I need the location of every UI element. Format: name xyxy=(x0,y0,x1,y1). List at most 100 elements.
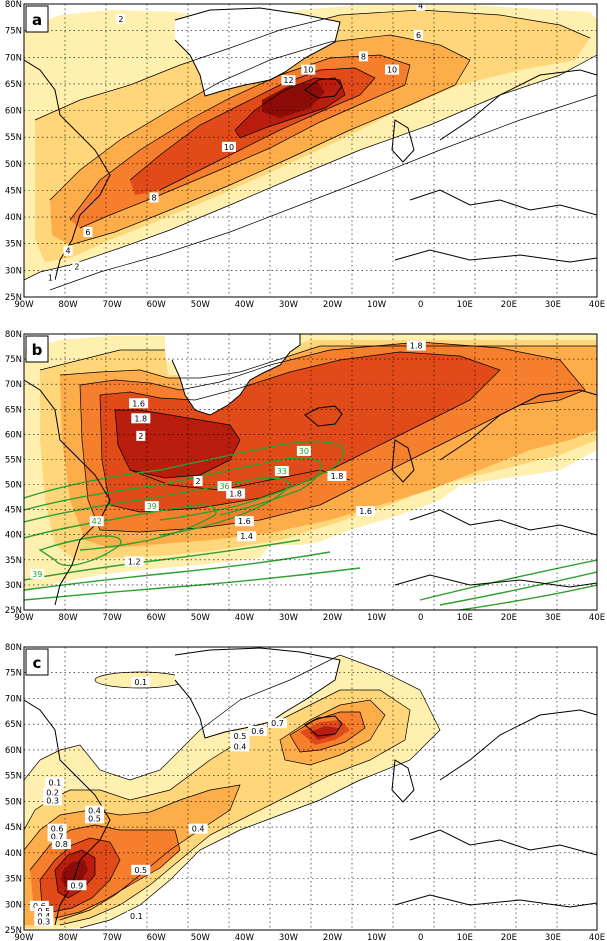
lat-tick-label: 80N xyxy=(5,330,22,340)
contour-label: 0.5 xyxy=(131,864,151,875)
panel-c-gridlines xyxy=(24,647,597,930)
lat-tick-label: 70N xyxy=(5,694,22,704)
svg-text:4: 4 xyxy=(66,247,71,256)
lon-tick-label: 0 xyxy=(418,933,423,941)
contour-label: 1.8 xyxy=(327,471,347,482)
svg-text:6: 6 xyxy=(85,228,90,237)
svg-text:36: 36 xyxy=(219,482,229,491)
svg-text:0.1: 0.1 xyxy=(134,678,147,687)
panel-b-label: b xyxy=(32,341,43,359)
contour-label: 0.6 xyxy=(248,725,268,736)
svg-text:0.5: 0.5 xyxy=(234,732,247,741)
svg-text:39: 39 xyxy=(32,570,42,579)
contour-label: 0.5 xyxy=(85,813,105,824)
lat-tick-label: 65N xyxy=(5,405,22,415)
contour-label: 10 xyxy=(385,64,400,75)
lat-tick-label: 25N xyxy=(5,926,22,936)
lon-tick-label: 90W xyxy=(14,613,34,623)
lat-tick-label: 30N xyxy=(5,581,22,591)
contour-label: 0.5 xyxy=(230,731,250,742)
contour-label: 10 xyxy=(221,141,236,152)
contour-label: 4 xyxy=(416,2,426,11)
contour-label: 36 xyxy=(217,481,232,492)
contour-label: 0.7 xyxy=(267,718,287,729)
contour-label: 0.7 xyxy=(47,831,67,842)
svg-text:2: 2 xyxy=(196,477,201,486)
lon-tick-label: 50W xyxy=(191,933,211,941)
lon-tick-label: 90W xyxy=(14,933,34,941)
lat-tick-label: 45N xyxy=(5,506,22,516)
contour-label: 30 xyxy=(296,445,311,456)
svg-text:33: 33 xyxy=(277,467,287,476)
svg-text:8: 8 xyxy=(361,52,366,61)
panel-b-contour-labels: 1.8 1.6 1.8 2 2 1.8 1.8 1.6 1.4 1.2 1.6 30 33 36 39 42 3… xyxy=(30,340,426,579)
contour-label: 2 xyxy=(72,261,82,272)
panel-c-frame xyxy=(23,646,598,931)
contour-label: 10 xyxy=(301,64,316,75)
panel-a-level-7 xyxy=(262,82,325,118)
contour-label: 8 xyxy=(358,51,368,62)
lat-tick-label: 35N xyxy=(5,240,22,250)
lon-tick-label: 80W xyxy=(58,300,78,310)
panel-b-gridlines xyxy=(24,334,597,610)
panel-b-frame xyxy=(23,333,598,611)
contour-label: 39 xyxy=(30,568,45,579)
svg-text:1.2: 1.2 xyxy=(128,557,141,566)
lat-tick-label: 70N xyxy=(5,380,22,390)
panel-b-coastlines xyxy=(24,334,597,606)
lat-tick-label: 65N xyxy=(5,720,22,730)
svg-text:1.8: 1.8 xyxy=(134,414,147,423)
lon-tick-label: 70W xyxy=(103,613,123,623)
panel-a-contour-lines xyxy=(24,9,597,291)
lat-tick-label: 55N xyxy=(5,455,22,465)
lat-tick-label: 50N xyxy=(5,481,22,491)
svg-text:4: 4 xyxy=(418,2,423,11)
contour-label: 0.3 xyxy=(43,795,63,806)
lat-tick-label: 50N xyxy=(5,797,22,807)
panel-c-contour-lines xyxy=(24,654,441,929)
lat-tick-label: 75N xyxy=(5,27,22,37)
svg-text:30: 30 xyxy=(299,447,309,456)
lon-tick-label: 20E xyxy=(501,933,517,941)
lat-tick-label: 35N xyxy=(5,875,22,885)
svg-text:39: 39 xyxy=(147,502,157,511)
contour-label: 1.6 xyxy=(129,398,149,409)
contour-label: 42 xyxy=(89,516,104,527)
lon-tick-label: 30W xyxy=(279,300,299,310)
svg-text:1.8: 1.8 xyxy=(410,342,423,351)
lon-tick-label: 40E xyxy=(589,300,605,310)
panel-c-label-box xyxy=(25,648,49,676)
svg-text:1.6: 1.6 xyxy=(359,507,372,516)
contour-label: 0.3 xyxy=(34,916,54,927)
lon-tick-label: 10W xyxy=(367,300,387,310)
svg-text:0.8: 0.8 xyxy=(55,840,68,849)
panel-c: 0.10.70.60.50.40.10.20.30.40.50.60.70.80… xyxy=(5,643,605,941)
svg-text:1.8: 1.8 xyxy=(331,472,344,481)
svg-text:0.4: 0.4 xyxy=(192,825,205,834)
panel-b-level-6 xyxy=(115,410,240,478)
lat-tick-label: 75N xyxy=(5,355,22,365)
panel-b-mask-greenland xyxy=(170,334,300,415)
svg-text:12: 12 xyxy=(283,76,293,85)
panel-a-label: a xyxy=(32,11,42,29)
contour-label: 1.6 xyxy=(234,516,254,527)
contour-label: 0.2 xyxy=(43,787,63,798)
lon-tick-label: 10W xyxy=(367,613,387,623)
lon-tick-label: 20W xyxy=(323,613,343,623)
panel-c-axis-ticks: 90W 80W 70W 60W 50W 40W 30W 20W 10W 0 10E 20E 30E 40E… xyxy=(5,643,605,941)
svg-text:0.5: 0.5 xyxy=(134,866,147,875)
svg-text:0.4: 0.4 xyxy=(234,742,247,751)
svg-text:1.4: 1.4 xyxy=(240,532,253,541)
svg-text:0.2: 0.2 xyxy=(46,789,59,798)
lat-tick-label: 35N xyxy=(5,556,22,566)
svg-text:0.9: 0.9 xyxy=(71,881,84,890)
svg-text:2: 2 xyxy=(138,432,143,441)
svg-text:2: 2 xyxy=(74,263,79,272)
panel-b-fields: 1.8 1.6 1.8 2 2 1.8 1.8 1.6 1.4 1.2 1.6 30 33 36 39 42 3… xyxy=(24,334,597,610)
lon-tick-label: 70W xyxy=(103,933,123,941)
contour-label: 1.2 xyxy=(124,556,144,567)
